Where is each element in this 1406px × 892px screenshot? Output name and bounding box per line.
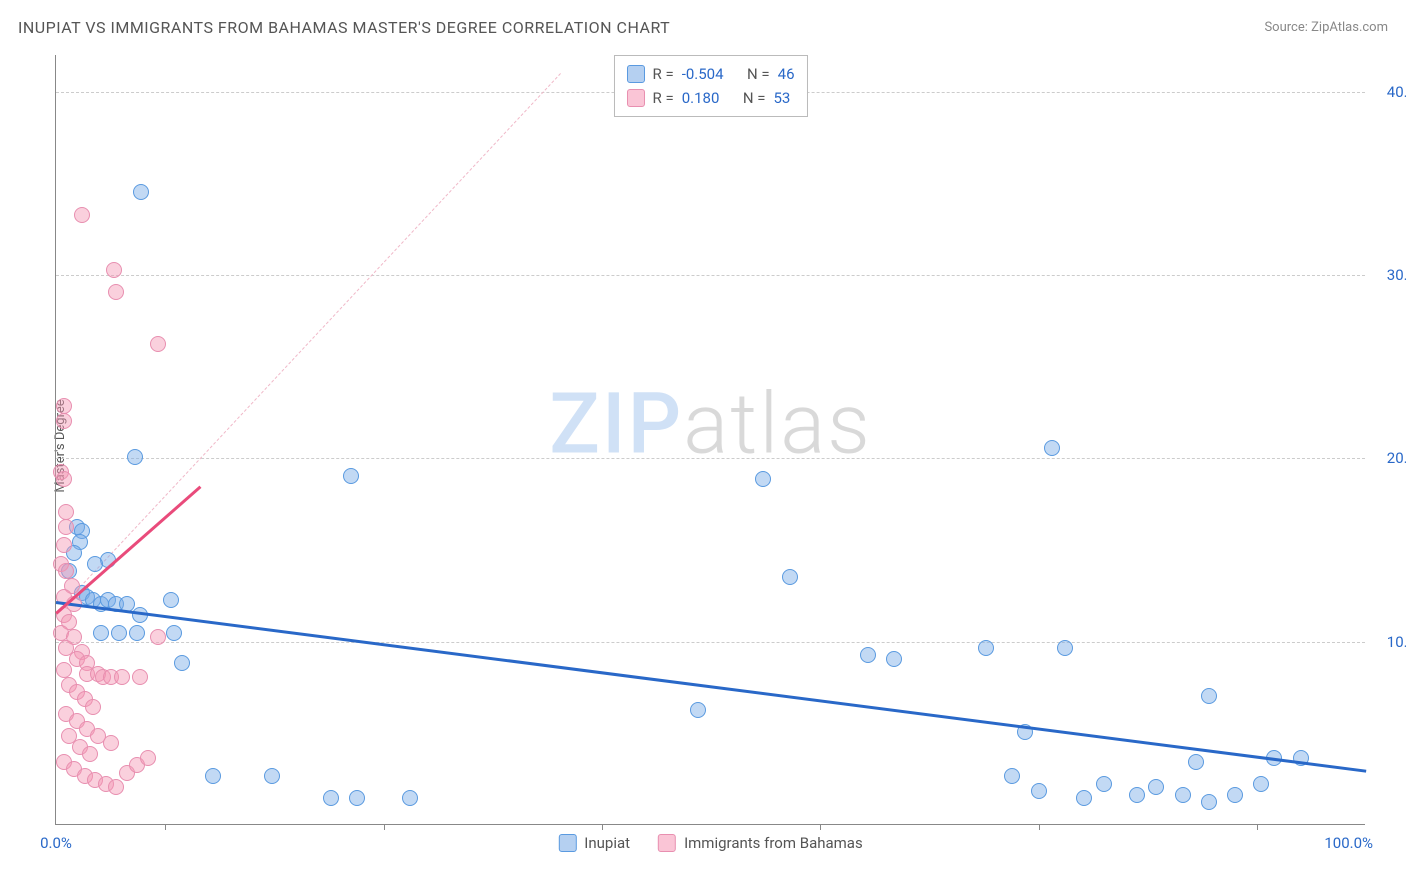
legend-item-bahamas: Immigrants from Bahamas <box>658 834 863 852</box>
data-point <box>1076 790 1092 806</box>
trend-line <box>56 601 1366 772</box>
data-point <box>755 471 771 487</box>
swatch-pink-icon <box>626 89 644 107</box>
data-point <box>114 669 130 685</box>
chart-header: INUPIAT VS IMMIGRANTS FROM BAHAMAS MASTE… <box>18 18 1388 37</box>
legend-label: Immigrants from Bahamas <box>684 834 863 852</box>
data-point <box>174 655 190 671</box>
series-legend: Inupiat Immigrants from Bahamas <box>558 834 862 852</box>
n-label: N = <box>743 86 766 110</box>
data-point <box>56 413 72 429</box>
data-point <box>132 669 148 685</box>
swatch-blue-icon <box>558 834 576 852</box>
r-label: R = <box>652 62 673 86</box>
data-point <box>1096 776 1112 792</box>
source-label: Source: <box>1264 20 1307 35</box>
legend-label: Inupiat <box>584 834 630 852</box>
data-point <box>58 563 74 579</box>
data-point <box>264 768 280 784</box>
source-name: ZipAtlas.com <box>1311 20 1388 35</box>
legend-row-inupiat: R = -0.504 N = 46 <box>626 62 794 86</box>
data-point <box>82 746 98 762</box>
data-point <box>343 468 359 484</box>
data-point <box>56 537 72 553</box>
data-point <box>58 519 74 535</box>
data-point <box>402 790 418 806</box>
x-tick <box>384 824 385 830</box>
data-point <box>1201 794 1217 810</box>
y-tick-label: 30.0% <box>1372 266 1406 284</box>
x-tick <box>602 824 603 830</box>
data-point <box>127 449 143 465</box>
data-point <box>85 699 101 715</box>
swatch-blue-icon <box>626 65 644 83</box>
data-point <box>1031 783 1047 799</box>
data-point <box>1148 779 1164 795</box>
y-tick-label: 40.0% <box>1372 83 1406 101</box>
r-value-pink: 0.180 <box>682 86 720 110</box>
data-point <box>1044 440 1060 456</box>
data-point <box>886 651 902 667</box>
trend-extrapolation <box>56 73 561 613</box>
data-point <box>860 647 876 663</box>
data-point <box>133 184 149 200</box>
data-point <box>349 790 365 806</box>
data-point <box>87 556 103 572</box>
data-point <box>103 735 119 751</box>
data-point <box>1227 787 1243 803</box>
data-point <box>106 262 122 278</box>
chart-title: INUPIAT VS IMMIGRANTS FROM BAHAMAS MASTE… <box>18 18 670 37</box>
data-point <box>56 471 72 487</box>
y-tick-label: 10.0% <box>1372 633 1406 651</box>
data-point <box>1004 768 1020 784</box>
data-point <box>108 779 124 795</box>
y-tick-label: 20.0% <box>1372 449 1406 467</box>
data-point <box>1188 754 1204 770</box>
r-value-blue: -0.504 <box>682 62 724 86</box>
data-point <box>129 625 145 641</box>
data-point <box>74 207 90 223</box>
x-tick <box>1257 824 1258 830</box>
data-point <box>323 790 339 806</box>
x-tick-label: 100.0% <box>1324 834 1373 852</box>
data-point <box>1129 787 1145 803</box>
source-credit: Source: ZipAtlas.com <box>1264 20 1388 35</box>
data-point <box>205 768 221 784</box>
x-tick <box>820 824 821 830</box>
gridline <box>56 458 1365 459</box>
x-tick-label: 0.0% <box>40 834 72 852</box>
data-point <box>93 625 109 641</box>
scatter-chart: ZIPatlas R = -0.504 N = 46 R = 0.180 N =… <box>55 55 1365 825</box>
n-value-blue: 46 <box>778 62 795 86</box>
gridline <box>56 642 1365 643</box>
correlation-legend: R = -0.504 N = 46 R = 0.180 N = 53 <box>613 55 807 117</box>
data-point <box>782 569 798 585</box>
data-point <box>150 336 166 352</box>
gridline <box>56 275 1365 276</box>
x-tick <box>165 824 166 830</box>
r-label: R = <box>652 86 673 110</box>
swatch-pink-icon <box>658 834 676 852</box>
data-point <box>1175 787 1191 803</box>
data-point <box>690 702 706 718</box>
n-label: N = <box>747 62 770 86</box>
data-point <box>58 504 74 520</box>
data-point <box>150 629 166 645</box>
legend-row-bahamas: R = 0.180 N = 53 <box>626 86 794 110</box>
data-point <box>978 640 994 656</box>
data-point <box>111 625 127 641</box>
data-point <box>140 750 156 766</box>
data-point <box>166 625 182 641</box>
data-point <box>1253 776 1269 792</box>
data-point <box>56 662 72 678</box>
data-point <box>1057 640 1073 656</box>
data-point <box>1201 688 1217 704</box>
x-tick <box>1039 824 1040 830</box>
data-point <box>56 398 72 414</box>
data-point <box>163 592 179 608</box>
legend-item-inupiat: Inupiat <box>558 834 630 852</box>
n-value-pink: 53 <box>773 86 790 110</box>
data-point <box>108 284 124 300</box>
